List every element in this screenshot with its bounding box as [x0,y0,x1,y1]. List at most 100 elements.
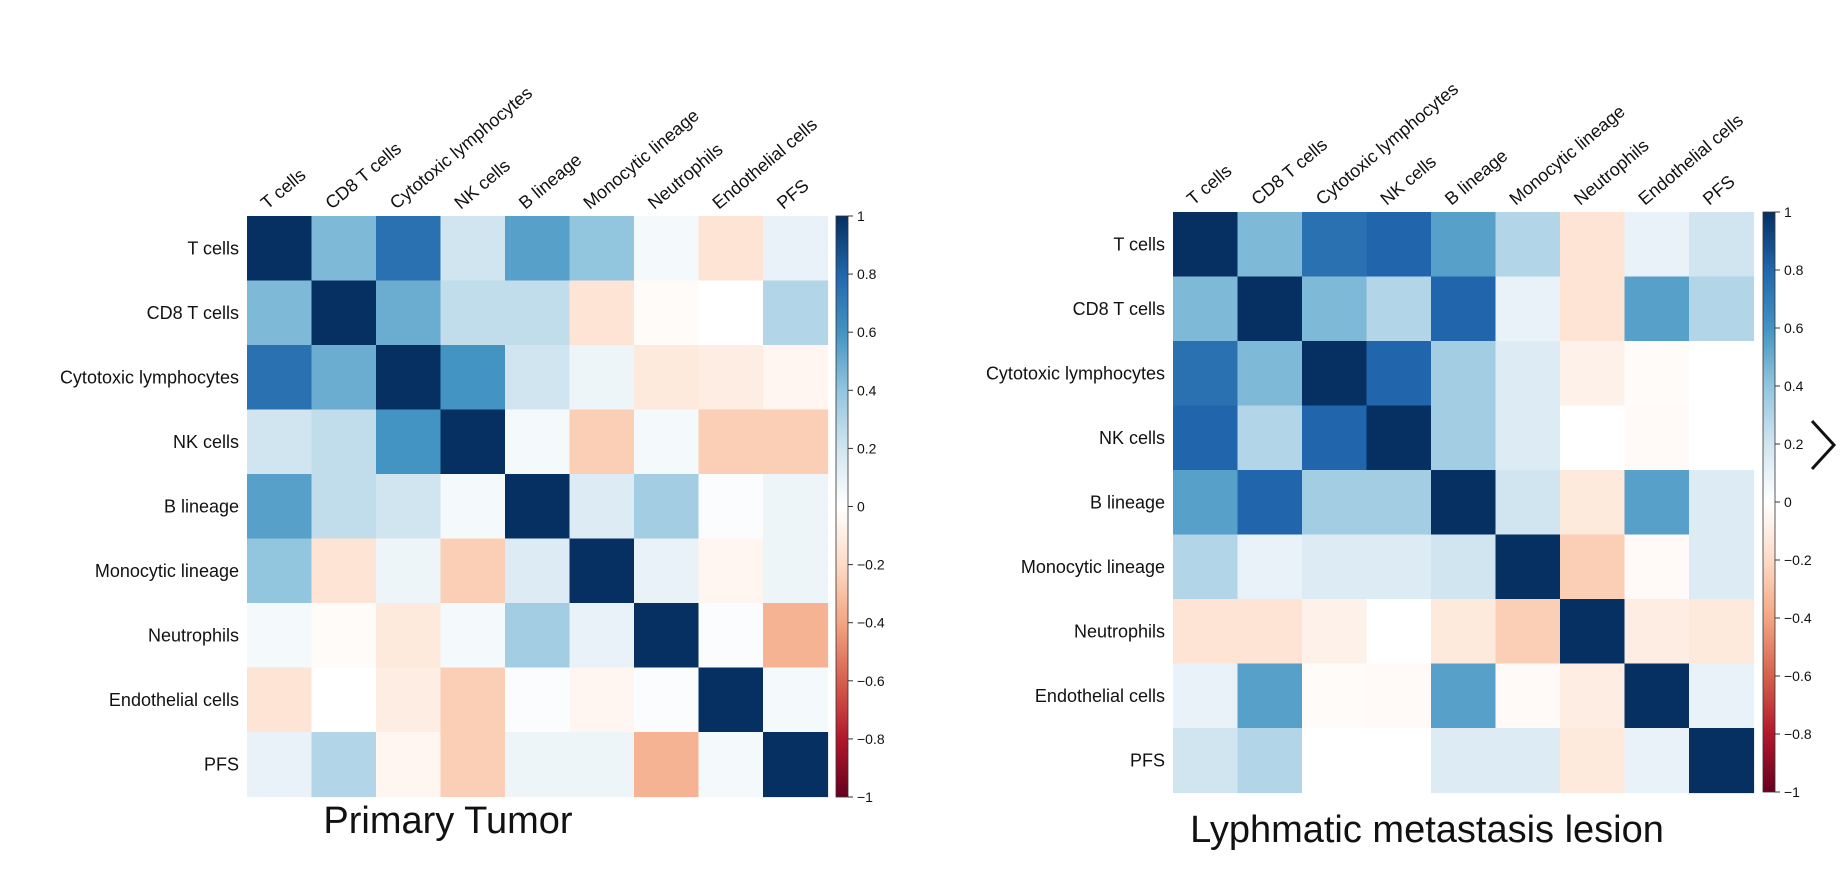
primary-tumor-cell-r4-c4 [505,474,571,540]
lymphatic-metastasis-cell-r5-c7 [1624,534,1690,600]
primary-tumor-cell-r6-c6 [634,603,700,669]
primary-tumor-colorbar-tick-label: 1 [857,208,865,224]
lymphatic-metastasis-cell-r6-c6 [1560,599,1626,665]
primary-tumor-cell-r3-c0 [247,409,313,475]
primary-tumor-cell-r8-c1 [311,732,377,798]
lymphatic-metastasis-cell-r2-c2 [1302,341,1368,407]
primary-tumor-cell-r0-c7 [698,216,764,282]
primary-tumor-cell-r6-c3 [440,603,506,669]
lymphatic-metastasis-cell-r4-c8 [1689,470,1755,536]
lymphatic-metastasis-cell-r8-c5 [1495,728,1561,794]
lymphatic-metastasis-col-label: NK cells [1377,151,1440,209]
primary-tumor-cell-r3-c5 [569,409,635,475]
lymphatic-metastasis-cell-r6-c3 [1366,599,1432,665]
lymphatic-metastasis-row-label: PFS [1130,750,1165,770]
next-chevron-button[interactable] [1800,415,1840,475]
lymphatic-metastasis-row-label: Neutrophils [1074,621,1165,641]
primary-tumor-cell-r1-c7 [698,280,764,346]
primary-tumor-cell-r0-c3 [440,216,506,282]
primary-tumor-cell-r2-c8 [763,345,829,411]
primary-tumor-cell-r3-c8 [763,409,829,475]
lymphatic-metastasis-cell-r7-c5 [1495,663,1561,729]
lymphatic-metastasis-cell-r0-c2 [1302,212,1368,278]
lymphatic-metastasis-col-label: Monocytic lineage [1506,101,1629,209]
chevron-right-icon [1810,419,1837,471]
lymphatic-metastasis-row-label: Cytotoxic lymphocytes [986,363,1165,383]
primary-tumor-row-label: CD8 T cells [147,303,239,323]
primary-tumor-cell-r7-c5 [569,667,635,733]
lymphatic-metastasis-row-label: Monocytic lineage [1021,557,1165,577]
primary-tumor-cell-r3-c4 [505,409,571,475]
lymphatic-metastasis-col-label: B lineage [1441,145,1511,209]
primary-tumor-cell-r2-c7 [698,345,764,411]
lymphatic-metastasis-cell-r0-c0 [1173,212,1239,278]
primary-tumor-cell-r6-c7 [698,603,764,669]
primary-tumor-cell-r5-c2 [376,538,442,604]
lymphatic-metastasis-cell-r3-c6 [1560,405,1626,471]
lymphatic-metastasis-cell-r1-c5 [1495,276,1561,342]
lymphatic-metastasis-cell-r3-c8 [1689,405,1755,471]
primary-tumor-col-label: NK cells [451,155,514,213]
primary-tumor-cell-r5-c7 [698,538,764,604]
primary-tumor-cell-r6-c2 [376,603,442,669]
primary-tumor-cell-r0-c2 [376,216,442,282]
lymphatic-metastasis-cell-r8-c7 [1624,728,1690,794]
lymphatic-metastasis-cell-r1-c6 [1560,276,1626,342]
lymphatic-metastasis-cell-r0-c7 [1624,212,1690,278]
lymphatic-metastasis-row-label: B lineage [1090,492,1165,512]
primary-tumor-row-label: PFS [204,754,239,774]
primary-tumor-cell-r1-c3 [440,280,506,346]
primary-tumor-cell-r6-c4 [505,603,571,669]
lymphatic-metastasis-cell-r1-c0 [1173,276,1239,342]
lymphatic-metastasis-colorbar-tick-label: −0.2 [1784,552,1812,568]
primary-tumor-cell-r7-c3 [440,667,506,733]
primary-tumor-cell-r5-c3 [440,538,506,604]
lymphatic-metastasis-cell-r0-c8 [1689,212,1755,278]
lymphatic-metastasis-colorbar-tick-label: 0.8 [1784,262,1804,278]
primary-tumor-row-label: T cells [187,238,239,258]
primary-tumor-cell-r0-c5 [569,216,635,282]
primary-tumor-cell-r5-c8 [763,538,829,604]
primary-tumor-cell-r7-c7 [698,667,764,733]
lymphatic-metastasis-col-label: PFS [1699,171,1739,209]
lymphatic-metastasis-cell-r8-c0 [1173,728,1239,794]
primary-tumor-row-label: Endothelial cells [109,690,239,710]
primary-tumor-cell-r7-c2 [376,667,442,733]
primary-tumor-cell-r7-c8 [763,667,829,733]
primary-tumor-cell-r4-c5 [569,474,635,540]
primary-tumor-col-label: B lineage [515,149,585,213]
lymphatic-metastasis-cell-r6-c2 [1302,599,1368,665]
lymphatic-metastasis-cell-r5-c5 [1495,534,1561,600]
primary-tumor-cell-r3-c2 [376,409,442,475]
lymphatic-metastasis-cell-r3-c7 [1624,405,1690,471]
primary-tumor-cell-r8-c3 [440,732,506,798]
lymphatic-metastasis-col-label: Endothelial cells [1635,110,1748,209]
lymphatic-metastasis-cell-r4-c0 [1173,470,1239,536]
lymphatic-metastasis-cell-r1-c4 [1431,276,1497,342]
primary-tumor-cell-r6-c5 [569,603,635,669]
lymphatic-metastasis-cell-r3-c4 [1431,405,1497,471]
primary-tumor-cell-r1-c1 [311,280,377,346]
primary-tumor-cell-r6-c8 [763,603,829,669]
primary-tumor-row-label: NK cells [173,432,239,452]
primary-tumor-cell-r4-c1 [311,474,377,540]
primary-tumor-cell-r5-c6 [634,538,700,604]
lymphatic-metastasis-colorbar-tick-label: −0.4 [1784,610,1812,626]
lymphatic-metastasis-cell-r4-c1 [1237,470,1303,536]
primary-tumor-col-label: PFS [773,175,813,213]
lymphatic-metastasis-cell-r4-c7 [1624,470,1690,536]
primary-tumor-cell-r4-c3 [440,474,506,540]
primary-tumor-cell-r4-c2 [376,474,442,540]
primary-tumor-row-label: Cytotoxic lymphocytes [60,367,239,387]
primary-tumor-cell-r8-c4 [505,732,571,798]
lymphatic-metastasis-cell-r8-c2 [1302,728,1368,794]
primary-tumor-cell-r3-c1 [311,409,377,475]
lymphatic-metastasis-cell-r0-c1 [1237,212,1303,278]
primary-tumor-cell-r8-c7 [698,732,764,798]
primary-tumor-cell-r5-c0 [247,538,313,604]
primary-tumor-cell-r1-c4 [505,280,571,346]
lymphatic-metastasis-cell-r5-c4 [1431,534,1497,600]
lymphatic-metastasis-cell-r6-c5 [1495,599,1561,665]
lymphatic-metastasis-colorbar-tick-label: 1 [1784,204,1792,220]
primary-tumor-colorbar-tick-label: −0.6 [857,673,885,689]
